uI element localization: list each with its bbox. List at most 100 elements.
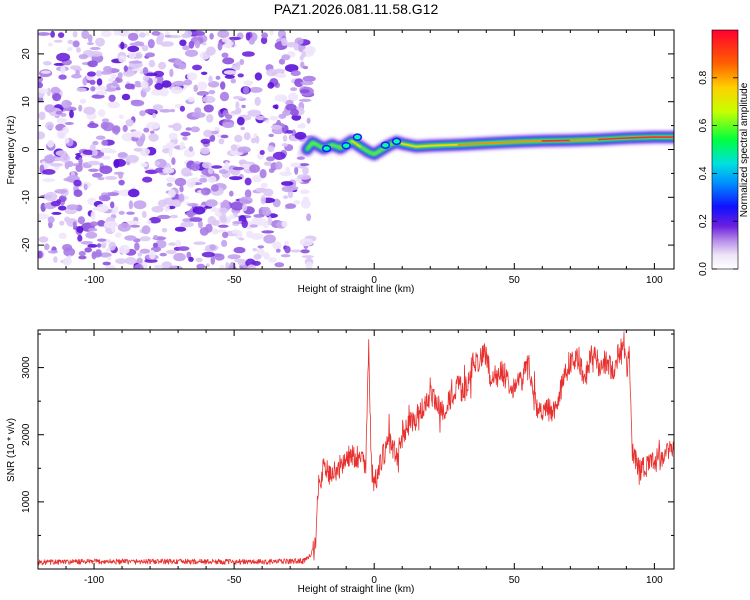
noise-blob [154, 264, 164, 268]
snr-y-label: 1000 [21, 490, 32, 513]
noise-blob [38, 88, 49, 94]
noise-blob [195, 257, 203, 263]
noise-blob [209, 134, 216, 142]
noise-blob [283, 195, 289, 200]
noise-blob [275, 161, 283, 170]
noise-blob [166, 182, 173, 187]
noise-blob [47, 250, 59, 254]
noise-blob [185, 127, 192, 131]
noise-blob [101, 155, 111, 160]
noise-blob [219, 91, 230, 102]
noise-blob [106, 256, 112, 261]
spectrogram-y-label: 10 [21, 96, 32, 108]
noise-blob [57, 32, 65, 38]
noise-blob [293, 42, 299, 51]
noise-blob [284, 245, 291, 254]
noise-blob [104, 176, 118, 180]
noise-blob [275, 248, 281, 253]
noise-blob [173, 252, 186, 262]
noise-blob [128, 50, 137, 60]
noise-blob [287, 92, 299, 102]
ridge-knot [321, 144, 332, 153]
noise-blob [145, 52, 156, 58]
noise-blob [305, 261, 313, 269]
noise-blob [287, 190, 294, 199]
noise-blob [222, 121, 235, 129]
noise-blob [302, 65, 309, 70]
ridge-core [541, 139, 572, 142]
noise-blob [190, 126, 200, 133]
noise-blob [38, 131, 46, 140]
noise-blob [55, 150, 68, 157]
noise-blob [260, 36, 268, 45]
noise-blob [302, 75, 316, 82]
noise-blob [38, 250, 43, 259]
noise-blob [219, 207, 228, 214]
noise-blob [152, 112, 157, 119]
noise-blob [118, 210, 125, 215]
noise-blob [108, 94, 116, 103]
noise-blob [187, 202, 199, 207]
noise-blob [53, 39, 63, 43]
noise-blob [197, 81, 208, 91]
noise-blob [284, 64, 299, 73]
noise-blob [102, 122, 115, 132]
colorbar-tick-label: 0.4 [698, 166, 709, 180]
noise-blob [52, 93, 62, 102]
noise-blob [212, 219, 220, 226]
noise-blob [268, 168, 275, 174]
noise-blob [59, 220, 65, 226]
noise-blob [200, 187, 211, 196]
noise-blob [250, 137, 257, 144]
noise-blob [129, 224, 140, 228]
noise-blob [111, 125, 121, 134]
noise-blob [153, 234, 159, 240]
noise-blob [101, 118, 110, 123]
noise-blob [251, 217, 259, 224]
noise-blob [196, 91, 209, 96]
noise-blob [42, 169, 56, 175]
noise-blob [225, 261, 230, 269]
noise-blob [250, 233, 264, 240]
noise-blob [102, 261, 111, 266]
noise-blob [96, 243, 102, 248]
noise-blob [157, 214, 171, 220]
noise-blob [88, 227, 98, 232]
noise-blob [135, 52, 143, 59]
spectrogram-y-axis-label: Frequency (Hz) [6, 116, 17, 185]
noise-blob [300, 81, 314, 86]
noise-blob [241, 104, 246, 109]
noise-blob [149, 250, 156, 260]
noise-blob [247, 264, 256, 269]
noise-blob [188, 256, 194, 262]
noise-blob [97, 109, 106, 117]
noise-blob [92, 149, 98, 156]
noise-blob [179, 141, 185, 151]
noise-blob [70, 65, 81, 70]
spectrogram-y-ticks: -20 -10 0 10 20 [21, 29, 674, 270]
ridge-core [429, 143, 460, 147]
noise-blob [245, 32, 251, 41]
noise-blob [146, 219, 152, 225]
noise-blob [254, 96, 261, 106]
noise-blob [253, 253, 262, 260]
noise-blob [235, 61, 241, 71]
noise-blob [290, 70, 301, 77]
noise-blob [91, 94, 105, 99]
noise-blob [197, 220, 203, 229]
noise-blob [76, 47, 81, 53]
noise-blob [267, 82, 275, 89]
noise-blob [133, 147, 143, 152]
snr-line [38, 331, 674, 566]
noise-blob [95, 135, 106, 140]
noise-blob [290, 162, 301, 168]
noise-blob [87, 71, 96, 77]
noise-blob [83, 106, 96, 115]
noise-blob [118, 179, 125, 186]
noise-blob [274, 262, 285, 268]
noise-blob [76, 226, 84, 233]
noise-blob [100, 30, 112, 38]
noise-blob [60, 154, 71, 163]
snr-y-axis-label: SNR (10 * v/v) [6, 418, 17, 482]
